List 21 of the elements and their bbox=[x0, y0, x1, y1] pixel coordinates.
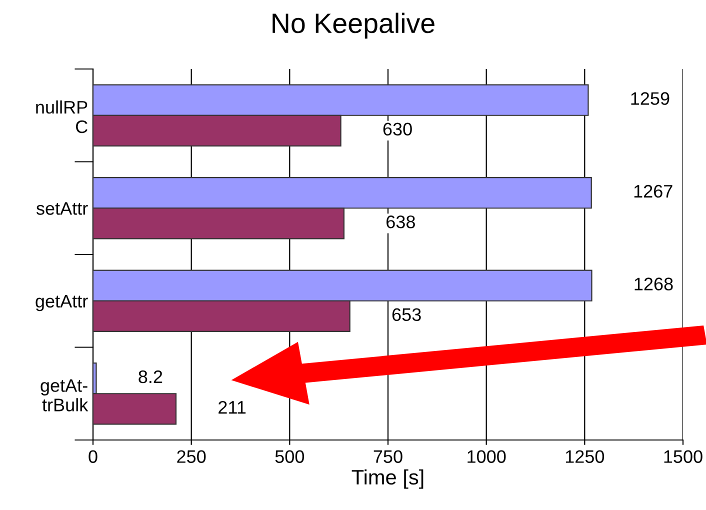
y-tick-label: getAttr bbox=[36, 294, 88, 312]
data-label: 653 bbox=[392, 308, 421, 322]
y-tick-label: nullRP C bbox=[36, 100, 88, 134]
data-label: 8.2 bbox=[138, 370, 162, 384]
data-label: 1267 bbox=[634, 184, 672, 198]
data-label: 1259 bbox=[631, 92, 670, 105]
x-tick-label: 750 bbox=[374, 450, 402, 463]
data-label: 1268 bbox=[634, 278, 673, 290]
data-label: 630 bbox=[383, 122, 412, 136]
x-tick-label: 1500 bbox=[664, 450, 702, 463]
x-axis-title: Time [s] bbox=[352, 469, 424, 489]
x-tick-label: 500 bbox=[275, 450, 304, 463]
data-label: 638 bbox=[386, 215, 415, 228]
x-tick-label: 0 bbox=[88, 450, 98, 463]
data-label: 211 bbox=[218, 400, 246, 414]
y-tick-label: getAt- trBulk bbox=[40, 379, 88, 412]
x-tick-label: 1250 bbox=[566, 450, 604, 463]
chart-title: No Keepalive bbox=[272, 12, 434, 39]
x-tick-label: 1000 bbox=[468, 450, 506, 463]
y-tick-label: setAttr bbox=[36, 202, 88, 215]
x-tick-label: 250 bbox=[177, 450, 206, 463]
